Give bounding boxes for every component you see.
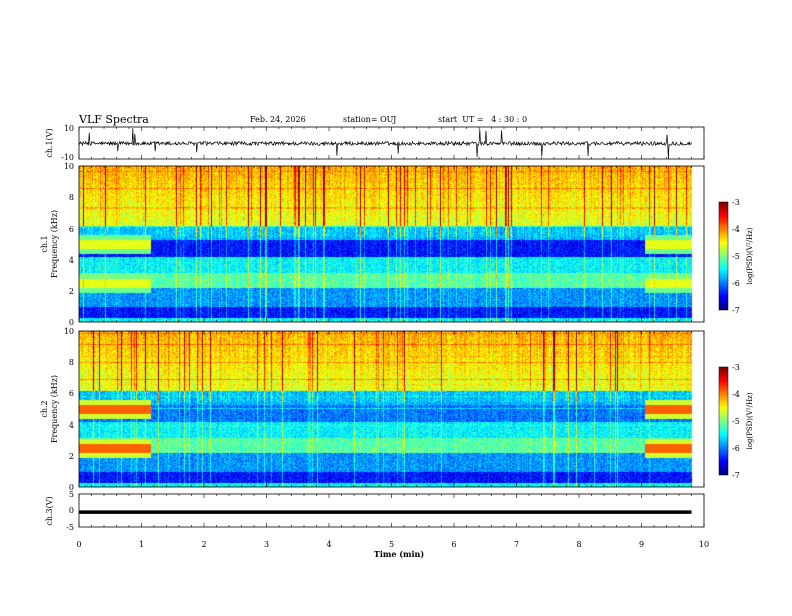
header-start-ut: start UT = 4 : 30 : 0 [438, 115, 527, 124]
ch3-ylabel: ch.3(V) [45, 496, 54, 525]
ch1-ylabel-frequency: Frequency (kHz) [50, 210, 59, 278]
ch2-cbar-tick-6: -6 [732, 444, 740, 453]
ch2-ytick-2: 2 [69, 452, 74, 461]
ch2-spectrogram-image [79, 331, 704, 487]
ch1-frequency-ticks: 0 2 4 6 8 10 [64, 162, 74, 327]
ch1-ytick-6: 6 [69, 225, 74, 234]
ch1-colorbar [719, 202, 728, 310]
header-station: station= OUJ [343, 115, 396, 124]
ch1-cbar-tick-min: -7 [732, 306, 740, 315]
ch2-ylabel-frequency: Frequency (kHz) [50, 375, 59, 443]
ch1-ytick-0: 0 [69, 318, 74, 327]
x-tick-label-10: 10 [699, 540, 709, 549]
ch2-cbar-label: log(PSD)(V²/Hz) [746, 392, 754, 449]
ch1-ytick-8: 8 [69, 193, 74, 202]
ch3-ytick-mid: 0 [69, 506, 74, 515]
x-tick-label-7: 7 [514, 540, 519, 549]
ch1-spectrogram-tick-marks [78, 166, 705, 322]
ch3-ytick-bottom: -5 [66, 523, 74, 532]
ch2-colorbar [719, 367, 728, 475]
x-tick-label-8: 8 [576, 540, 581, 549]
ch2-ylabel-channel: ch.2 [40, 400, 49, 417]
ch1-ytick-4: 4 [69, 256, 74, 265]
ch2-ytick-10: 10 [64, 327, 74, 336]
ch2-cbar-tick-5: -5 [732, 417, 740, 426]
ch2-cbar-tick-min: -7 [732, 471, 740, 480]
x-tick-label-4: 4 [326, 540, 331, 549]
ch3-ytick-top: 5 [69, 490, 74, 499]
ch1-spectrogram-image [79, 166, 704, 322]
ch1-waveform-trace [78, 127, 692, 159]
ch2-ytick-6: 6 [69, 389, 74, 398]
x-tick-label-6: 6 [451, 540, 456, 549]
ch1-ytick-2: 2 [69, 287, 74, 296]
ch1-tick-marks [78, 127, 705, 159]
ch1-ytick-bottom: -10 [61, 153, 74, 162]
ch2-ytick-0: 0 [69, 483, 74, 492]
ch1-spectrogram-panel: 0 2 4 6 8 10 ch.1 Frequency (kHz) -3 -4 … [40, 162, 754, 327]
ch1-waveform-panel: 10 -10 ch.1(V) [45, 124, 705, 162]
ch1-ytick-top: 10 [64, 124, 74, 133]
x-tick-label-2: 2 [201, 540, 206, 549]
x-tick-label-3: 3 [264, 540, 269, 549]
ch2-spectrogram-panel: 0 2 4 6 8 10 ch.2 Frequency (kHz) -3 -4 … [40, 327, 754, 492]
ch1-ylabel: ch.1(V) [45, 128, 54, 157]
ch3-tick-marks [78, 494, 705, 527]
ch2-spectrogram-tick-marks [78, 331, 705, 487]
time-axis-tick-labels: 0 1 2 3 4 5 6 7 8 9 10 [76, 540, 709, 549]
ch3-waveform-panel: 5 0 -5 ch.3(V) [45, 490, 705, 532]
ch2-ytick-4: 4 [69, 421, 74, 430]
header-date: Feb. 24, 2026 [250, 115, 306, 124]
x-tick-label-5: 5 [389, 540, 394, 549]
x-tick-label-1: 1 [139, 540, 144, 549]
figure-title: VLF Spectra [78, 113, 149, 126]
ch1-ylabel-channel: ch.1 [40, 235, 49, 252]
ch1-ytick-10: 10 [64, 162, 74, 171]
ch2-cbar-tick-max: -3 [732, 363, 740, 372]
ch2-ytick-8: 8 [69, 358, 74, 367]
ch2-cbar-tick-4: -4 [732, 390, 740, 399]
ch1-cbar-tick-5: -5 [732, 252, 740, 261]
ch1-cbar-tick-max: -3 [732, 198, 740, 207]
ch1-cbar-tick-4: -4 [732, 225, 740, 234]
x-tick-label-0: 0 [76, 540, 81, 549]
time-axis-label: Time (min) [374, 549, 424, 559]
ch1-cbar-tick-6: -6 [732, 279, 740, 288]
x-tick-label-9: 9 [639, 540, 644, 549]
ch1-cbar-label: log(PSD)(V²/Hz) [746, 227, 754, 284]
